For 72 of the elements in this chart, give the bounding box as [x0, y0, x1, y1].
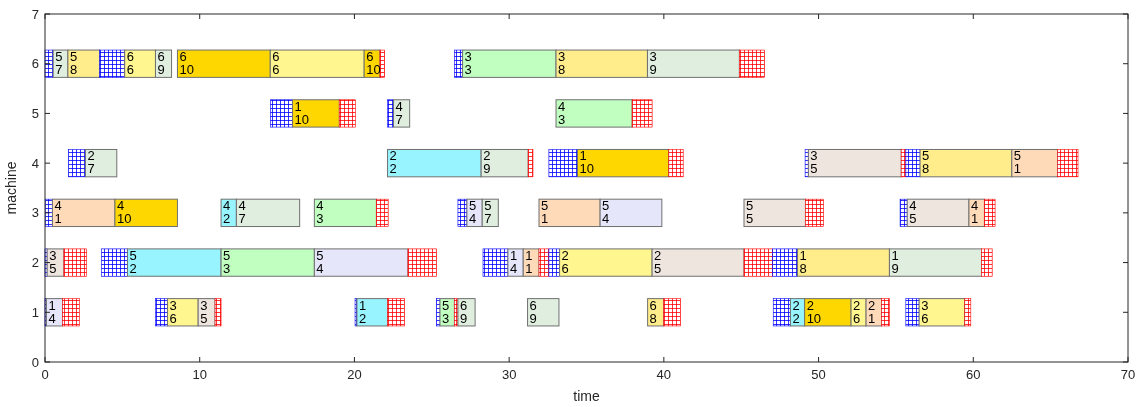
y-tick-label: 5: [31, 105, 39, 121]
annotation: 5 7: [484, 198, 492, 227]
annotation: 3 3: [464, 49, 472, 78]
annotation: 2 1: [868, 297, 876, 326]
annotation: 4 10: [116, 198, 132, 227]
annotation: 6 9: [459, 297, 468, 326]
annotation: 5 8: [922, 148, 930, 177]
annotation: 4 7: [395, 98, 403, 127]
annotation: 4 7: [238, 198, 246, 227]
annotation: 1 9: [891, 247, 899, 276]
annotation: 6 9: [157, 49, 165, 78]
y-tick-label: 1: [31, 304, 39, 320]
x-tick-label: 60: [966, 367, 981, 382]
annotation: 1 4: [48, 297, 56, 326]
x-tick-label: 40: [656, 367, 672, 382]
annotation: 3 9: [649, 49, 657, 78]
annotation: 5 4: [468, 198, 477, 227]
y-tick-label: 3: [31, 205, 39, 221]
x-tick-label: 70: [1120, 367, 1136, 382]
y-axis-title: machine: [3, 161, 19, 215]
annotation: 1 1: [525, 247, 533, 276]
x-tick-label: 0: [41, 367, 49, 382]
annotation: 1 10: [294, 98, 310, 127]
annotation: 5 1: [1013, 148, 1022, 177]
annotation: 3 5: [200, 297, 208, 326]
annotation: 2 6: [561, 247, 569, 276]
y-tick-label: 0: [31, 354, 39, 370]
annotation: 5 4: [316, 247, 324, 276]
annotation: 6 9: [529, 297, 537, 326]
annotation: 5 1: [541, 198, 549, 227]
annotation: 5 3: [223, 247, 231, 276]
annotation: 6 6: [272, 49, 280, 78]
x-tick-label: 10: [192, 367, 207, 382]
annotation: 1 4: [509, 247, 518, 276]
annotation: 4 3: [558, 98, 566, 127]
y-tick-label: 6: [31, 56, 39, 72]
annotation: 4 5: [909, 198, 917, 227]
annotation: 2 2: [389, 148, 397, 177]
annotation: 1 8: [799, 247, 807, 276]
y-tick-label: 2: [31, 255, 39, 271]
annotation: 2 10: [806, 297, 822, 326]
annotation: 4 2: [223, 198, 231, 227]
annotation: 2 2: [792, 297, 800, 326]
annotation: 3 5: [49, 247, 57, 276]
x-tick-label: 20: [347, 367, 362, 382]
annotation: 4 3: [316, 198, 324, 227]
annotation: 3 6: [169, 297, 177, 326]
y-tick-label: 7: [31, 6, 39, 22]
annotation: 2 6: [853, 297, 861, 326]
annotation: 5 3: [441, 297, 450, 326]
annotation: 6 10: [179, 49, 194, 78]
annotation: 4 1: [970, 198, 979, 227]
annotation: 6 8: [649, 297, 657, 326]
annotation: 5 4: [602, 198, 610, 227]
annotation: 6 6: [126, 49, 134, 78]
annotation: 2 9: [483, 148, 491, 177]
annotation: 5 5: [746, 198, 754, 227]
x-tick-label: 30: [501, 367, 517, 382]
x-tick-label: 50: [811, 367, 826, 382]
annotation: 3 8: [558, 49, 566, 78]
annotation: 1 10: [579, 148, 594, 177]
annotation: 1 2: [358, 297, 367, 326]
annotation: 4 1: [54, 198, 62, 227]
annotation: 2 5: [654, 247, 662, 276]
annotation: 3 6: [921, 297, 929, 326]
x-axis-title: time: [573, 388, 600, 404]
annotation: 5 2: [129, 247, 137, 276]
y-tick-label: 4: [31, 155, 39, 171]
annotation: 2 7: [87, 148, 95, 177]
annotation: 3 5: [810, 148, 818, 177]
annotation: 5 7: [55, 49, 63, 78]
annotation: 5 8: [69, 49, 78, 78]
